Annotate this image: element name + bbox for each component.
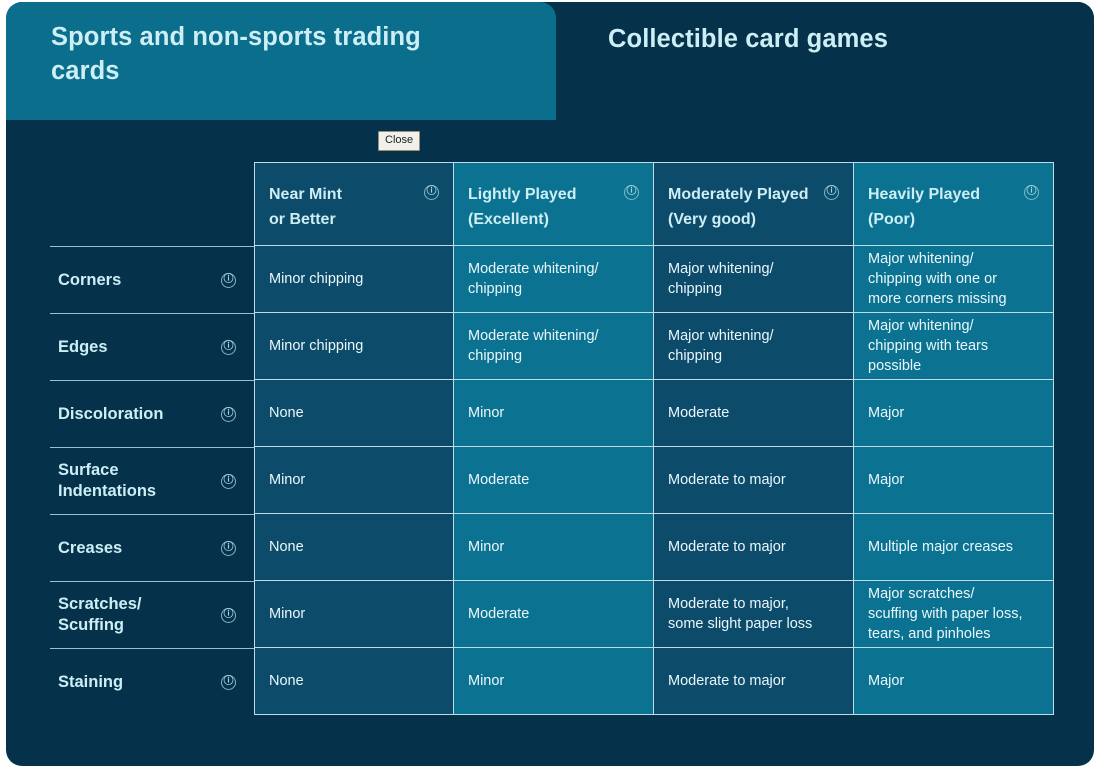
table-cell: None — [254, 380, 454, 447]
tab-label: Collectible card games — [608, 25, 888, 53]
table-cell: None — [254, 648, 454, 715]
info-icon[interactable]: ⓘ — [221, 406, 236, 422]
row-header-surface-indentations[interactable]: Surface Indentations ⓘ — [50, 447, 254, 514]
row-header-creases[interactable]: Creases ⓘ — [50, 514, 254, 581]
grid-corner-cell — [50, 162, 254, 246]
row-header-label: Scratches/ Scuffing — [58, 595, 142, 634]
row-header-label: Surface Indentations — [58, 461, 157, 500]
tab-sports-non-sports-trading-cards[interactable]: Sports and non-sports trading cards — [6, 2, 556, 120]
info-icon[interactable]: ⓘ — [221, 540, 236, 556]
row-header-label: Creases — [58, 538, 123, 557]
table-cell: Minor chipping — [254, 246, 454, 313]
info-icon[interactable]: ⓘ — [1024, 185, 1039, 200]
column-header-near-mint[interactable]: Near Mint or Better ⓘ — [254, 162, 454, 246]
row-header-edges[interactable]: Edges ⓘ — [50, 313, 254, 380]
table-cell: Multiple major creases — [854, 514, 1054, 581]
column-header-heavily-played[interactable]: Heavily Played (Poor) ⓘ — [854, 162, 1054, 246]
column-header-label: Near Mint or Better — [269, 186, 342, 228]
column-header-label: Lightly Played (Excellent) — [468, 186, 577, 228]
table-cell: Major whitening/ chipping with one or mo… — [854, 246, 1054, 313]
table-cell: Major — [854, 380, 1054, 447]
table-cell: Moderate to major — [654, 514, 854, 581]
row-header-label: Corners — [58, 270, 122, 289]
table-cell: Moderate to major — [654, 447, 854, 514]
row-header-label: Discoloration — [58, 404, 164, 423]
condition-grid-inner: Near Mint or Better ⓘ Lightly Played (Ex… — [50, 162, 1056, 715]
table-cell: Minor — [454, 514, 654, 581]
table-cell: Major scratches/ scuffing with paper los… — [854, 581, 1054, 648]
card-condition-panel: Sports and non-sports trading cards Coll… — [6, 2, 1094, 766]
info-icon[interactable]: ⓘ — [221, 272, 236, 288]
table-cell: Major — [854, 648, 1054, 715]
row-header-staining[interactable]: Staining ⓘ — [50, 648, 254, 715]
info-icon[interactable]: ⓘ — [424, 185, 439, 200]
table-cell: Major whitening/ chipping — [654, 246, 854, 313]
table-cell: Major whitening/ chipping with tears pos… — [854, 313, 1054, 380]
table-cell: Major — [854, 447, 1054, 514]
table-cell: Moderate — [454, 447, 654, 514]
info-icon[interactable]: ⓘ — [221, 339, 236, 355]
table-cell: Moderate to major, some slight paper los… — [654, 581, 854, 648]
info-icon[interactable]: ⓘ — [221, 473, 236, 489]
column-header-moderately-played[interactable]: Moderately Played (Very good) ⓘ — [654, 162, 854, 246]
condition-grid: Near Mint or Better ⓘ Lightly Played (Ex… — [50, 162, 1056, 722]
table-cell: Moderate — [454, 581, 654, 648]
row-header-label: Edges — [58, 337, 108, 356]
close-button[interactable]: Close — [378, 131, 421, 151]
table-cell: Minor — [254, 447, 454, 514]
table-cell: Major whitening/ chipping — [654, 313, 854, 380]
info-icon[interactable]: ⓘ — [221, 674, 236, 690]
column-header-lightly-played[interactable]: Lightly Played (Excellent) ⓘ — [454, 162, 654, 246]
row-header-discoloration[interactable]: Discoloration ⓘ — [50, 380, 254, 447]
tab-collectible-card-games[interactable]: Collectible card games — [558, 2, 1094, 120]
row-header-scratches-scuffing[interactable]: Scratches/ Scuffing ⓘ — [50, 581, 254, 648]
table-cell: Minor — [454, 380, 654, 447]
tab-strip: Sports and non-sports trading cards Coll… — [6, 2, 1094, 120]
table-cell: Moderate whitening/ chipping — [454, 246, 654, 313]
column-header-label: Heavily Played (Poor) — [868, 186, 981, 228]
row-header-label: Staining — [58, 672, 124, 691]
table-cell: Minor — [254, 581, 454, 648]
column-header-label: Moderately Played (Very good) — [668, 186, 809, 228]
table-cell: None — [254, 514, 454, 581]
table-cell: Moderate — [654, 380, 854, 447]
table-cell: Minor — [454, 648, 654, 715]
info-icon[interactable]: ⓘ — [221, 607, 236, 623]
info-icon[interactable]: ⓘ — [824, 185, 839, 200]
row-header-corners[interactable]: Corners ⓘ — [50, 246, 254, 313]
info-icon[interactable]: ⓘ — [624, 185, 639, 200]
table-cell: Moderate to major — [654, 648, 854, 715]
tab-label: Sports and non-sports trading cards — [51, 23, 421, 85]
table-cell: Minor chipping — [254, 313, 454, 380]
table-cell: Moderate whitening/ chipping — [454, 313, 654, 380]
